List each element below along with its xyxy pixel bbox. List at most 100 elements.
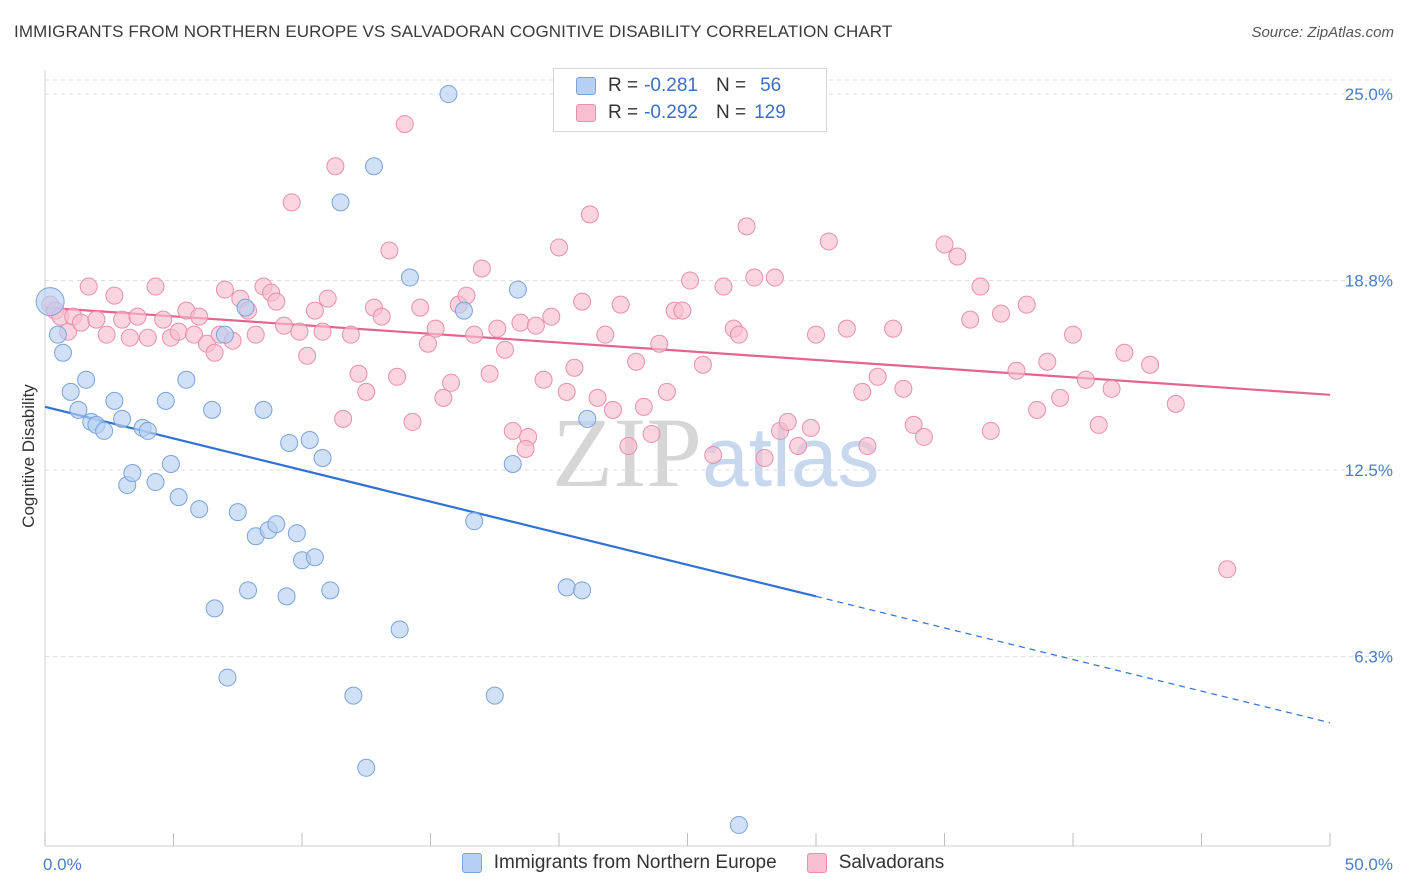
point-salvadoran — [418, 334, 437, 353]
point-salvadoran — [1218, 560, 1237, 579]
point-northern-europe — [113, 409, 132, 428]
point-salvadoran — [105, 286, 124, 305]
chart-source: Source: ZipAtlas.com — [1251, 24, 1394, 41]
point-northern-europe — [105, 391, 124, 410]
point-salvadoran — [282, 193, 301, 212]
series-legend-label: Immigrants from Northern Europe — [493, 852, 777, 873]
point-northern-europe — [146, 473, 165, 492]
stats-legend: R = -0.281 N = 56 R = -0.292 N = 129 — [553, 68, 827, 132]
trendline-northern-europe — [44, 405, 817, 598]
point-northern-europe — [508, 280, 527, 299]
point-salvadoran — [657, 382, 676, 401]
point-northern-europe — [239, 581, 258, 600]
legend-swatch-blue — [576, 77, 596, 95]
trendline-northern-europe-extension — [815, 595, 1331, 724]
point-northern-europe — [313, 449, 332, 467]
point-northern-europe — [287, 524, 306, 543]
y-tick-label: 6.3% — [1354, 648, 1393, 667]
tick-labels: 6.3% 12.5% 18.8% 25.0% 0.0% 50.0% — [43, 85, 1393, 874]
point-northern-europe — [465, 512, 484, 531]
point-salvadoran — [488, 319, 507, 338]
point-salvadoran — [395, 115, 414, 134]
legend-r-label: R = — [608, 75, 639, 96]
point-northern-europe — [557, 578, 576, 597]
trendline-salvadorans — [44, 306, 1331, 396]
point-salvadoran — [807, 325, 825, 344]
point-northern-europe — [267, 515, 286, 534]
point-salvadoran — [146, 277, 165, 296]
point-salvadoran — [480, 364, 499, 383]
point-salvadoran — [71, 313, 90, 332]
series-legend-item-salvadorans[interactable]: Salvadorans — [806, 852, 945, 874]
point-northern-europe — [331, 193, 350, 212]
point-salvadoran — [580, 205, 599, 224]
series-swatch-pink — [806, 853, 827, 873]
point-salvadoran — [79, 277, 98, 296]
point-salvadoran — [426, 319, 445, 338]
point-salvadoran — [113, 310, 132, 329]
point-salvadoran — [789, 436, 808, 455]
x-tick-label: 50.0% — [1345, 855, 1393, 874]
point-salvadoran — [914, 427, 933, 446]
watermark: ZIPatlas — [552, 395, 879, 510]
point-salvadoran — [503, 421, 522, 440]
point-salvadoran — [97, 325, 116, 344]
point-northern-europe — [177, 370, 196, 389]
point-salvadoran — [190, 307, 209, 326]
series-legend-item-northern-europe[interactable]: Immigrants from Northern Europe — [461, 852, 777, 874]
point-salvadoran — [326, 157, 345, 176]
point-salvadoran — [961, 310, 980, 329]
point-northern-europe — [573, 581, 592, 600]
point-salvadoran — [267, 292, 286, 311]
point-salvadoran — [884, 319, 903, 338]
point-northern-europe — [390, 620, 409, 639]
grid-lines — [45, 79, 1392, 658]
point-salvadoran — [442, 373, 461, 392]
point-salvadoran — [349, 364, 368, 383]
point-salvadoran — [318, 289, 337, 308]
point-salvadoran — [603, 400, 622, 419]
point-northern-europe — [485, 686, 504, 705]
point-salvadoran — [290, 322, 309, 341]
point-northern-europe — [77, 370, 96, 389]
point-northern-europe — [138, 421, 157, 440]
point-salvadoran — [1028, 400, 1047, 419]
point-salvadoran — [154, 310, 173, 329]
point-northern-europe — [69, 400, 88, 419]
point-salvadoran — [611, 295, 630, 314]
point-salvadoran — [588, 388, 607, 407]
legend-n-value: 56 — [760, 75, 782, 96]
point-salvadoran — [673, 301, 692, 320]
point-salvadoran — [341, 325, 360, 344]
point-northern-europe — [454, 301, 473, 320]
point-salvadoran — [1017, 295, 1036, 314]
point-salvadoran — [534, 370, 553, 389]
point-northern-europe — [400, 268, 419, 287]
point-salvadoran — [380, 241, 399, 260]
point-salvadoran — [1076, 370, 1095, 389]
point-northern-europe — [48, 325, 67, 344]
point-salvadoran — [526, 316, 545, 335]
point-salvadoran — [765, 268, 784, 287]
point-northern-europe — [439, 85, 458, 104]
point-northern-europe — [578, 409, 597, 428]
point-salvadoran — [246, 325, 265, 344]
point-salvadoran — [737, 217, 756, 236]
point-salvadoran — [858, 436, 877, 455]
point-salvadoran — [185, 325, 204, 344]
legend-n-label: N = — [715, 102, 747, 123]
point-salvadoran — [819, 232, 838, 251]
point-salvadoran — [169, 322, 188, 341]
point-salvadoran — [619, 436, 638, 455]
point-salvadoran — [1102, 379, 1121, 398]
point-northern-europe — [61, 382, 80, 401]
point-salvadoran — [704, 445, 723, 464]
point-salvadoran — [894, 379, 913, 398]
point-salvadoran — [465, 325, 484, 344]
point-salvadoran — [298, 346, 317, 365]
point-salvadoran — [516, 439, 535, 458]
point-northern-europe — [503, 455, 522, 474]
series-legend-label: Salvadorans — [838, 852, 945, 873]
legend-row-salvadorans: R = -0.292 N = 129 — [576, 101, 786, 125]
legend-swatch-pink — [576, 104, 596, 122]
